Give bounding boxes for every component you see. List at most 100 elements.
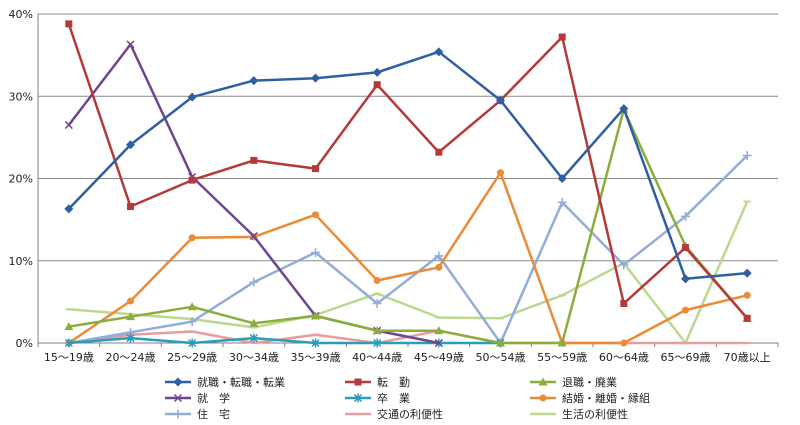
legend-label: 転 勤 (377, 376, 410, 389)
data-point (373, 276, 381, 284)
legend-entry: 交通の利便性 (345, 407, 443, 421)
legend-label: 交通の利便性 (377, 407, 443, 421)
data-point (372, 299, 382, 309)
legend-entry: 住 宅 (165, 407, 230, 421)
data-point (65, 20, 73, 28)
data-point (620, 300, 628, 308)
data-point (188, 234, 196, 242)
series-line (68, 108, 749, 345)
data-point (619, 104, 629, 114)
data-point (64, 121, 73, 130)
legend-entry: 就職・転職・転業 (165, 375, 285, 389)
data-point (173, 377, 183, 387)
legend-label: 就 学 (197, 391, 230, 405)
data-point (312, 211, 319, 219)
series-8 (65, 200, 751, 345)
data-point (538, 377, 548, 386)
x-tick-label: 55～59歳 (537, 351, 587, 364)
x-tick-label: 15～19歳 (44, 351, 94, 364)
data-point (620, 339, 628, 347)
data-point (249, 333, 258, 343)
data-point (311, 338, 320, 348)
legend-entry: 就 学 (165, 391, 230, 405)
data-point (126, 40, 135, 49)
data-point (187, 317, 197, 327)
data-point (682, 244, 689, 252)
data-point (373, 338, 382, 348)
data-point (434, 251, 444, 261)
data-point (373, 81, 381, 89)
data-point (681, 211, 690, 221)
legend-label: 卒 業 (377, 391, 410, 405)
x-tick-label: 20～24歳 (106, 351, 156, 364)
data-point (372, 67, 382, 77)
x-tick-label: 25～29歳 (167, 351, 217, 364)
data-point (496, 338, 505, 347)
data-point (539, 394, 547, 402)
data-point (249, 318, 259, 327)
series-2 (64, 104, 752, 347)
data-point (742, 268, 752, 278)
legend-entry: 生活の利便性 (530, 407, 628, 421)
y-tick-label: 10% (9, 255, 33, 268)
legend-label: 生活の利便性 (562, 407, 628, 421)
series-line (68, 154, 749, 345)
x-tick-label: 30～34歳 (229, 351, 279, 364)
series-line (68, 171, 748, 345)
data-point (435, 148, 443, 156)
data-point (558, 33, 566, 41)
data-point (188, 338, 197, 348)
data-point (743, 314, 751, 322)
data-point (681, 274, 690, 284)
x-tick-label: 70歳以上 (724, 351, 771, 364)
data-point (173, 393, 183, 403)
data-point (187, 302, 197, 311)
data-point (126, 333, 135, 343)
data-point (126, 140, 135, 150)
data-point (354, 378, 362, 386)
legend-entry: 結婚・離婚・縁組 (530, 391, 650, 405)
series-3 (64, 40, 443, 348)
x-tick-label: 60～64歳 (599, 351, 649, 364)
series-1 (65, 20, 751, 322)
data-point (743, 291, 751, 299)
y-tick-label: 40% (9, 8, 33, 21)
data-point (557, 174, 567, 183)
legend: 就職・転職・転業 転 勤 退職・廃業就 学 卒 業 結婚・離婚・縁組住 宅 交通の利便性 生… (165, 375, 650, 421)
x-tick-label: 35～39歳 (291, 351, 341, 364)
x-tick-label: 65～69歳 (661, 351, 711, 364)
axes: 0% 10% 20% 30% 40% 15～19歳 20～24歳 25～29歳 30～34歳 35… (9, 8, 779, 364)
data-point (126, 312, 135, 321)
data-point (311, 73, 320, 83)
data-point (372, 326, 382, 335)
data-point (496, 95, 505, 105)
data-point (497, 169, 504, 177)
legend-entry: 転 勤 (345, 376, 410, 389)
y-tick-label: 20% (9, 173, 33, 186)
data-point (619, 260, 629, 270)
data-point (311, 248, 320, 258)
data-point (249, 76, 259, 86)
data-point (312, 165, 319, 173)
data-point (311, 311, 320, 320)
series-5 (65, 169, 751, 347)
data-point (250, 156, 258, 164)
legend-entry: 卒 業 (345, 391, 410, 405)
legend-label: 結婚・離婚・縁組 (562, 391, 650, 405)
data-point (434, 326, 444, 335)
data-point (64, 338, 73, 348)
data-point (353, 393, 363, 403)
data-point (742, 150, 752, 160)
y-tick-label: 0% (16, 337, 33, 350)
data-point (557, 197, 567, 207)
x-tick-label: 45～49歳 (414, 351, 464, 364)
legend-label: 住 宅 (197, 407, 230, 421)
data-point (127, 297, 134, 305)
series-line (67, 23, 749, 320)
data-point (64, 322, 74, 331)
series-line (68, 201, 749, 345)
legend-label: 就職・転職・転業 (197, 375, 285, 389)
data-point (173, 409, 183, 419)
legend-entry: 退職・廃業 (530, 375, 617, 389)
